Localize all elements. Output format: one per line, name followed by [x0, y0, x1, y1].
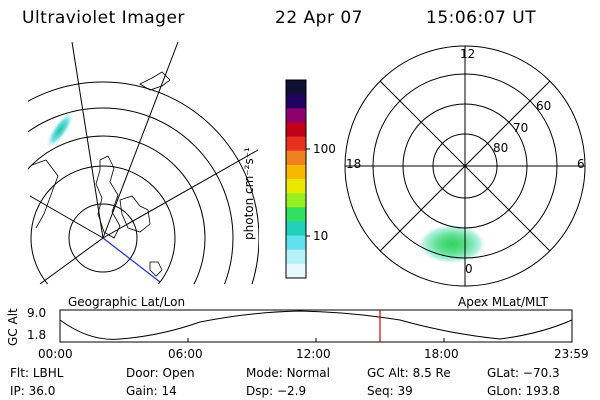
colorbar-segment [286, 221, 306, 237]
time-tick-0000: 00:00 [38, 347, 73, 361]
time-label: 15:06:07 UT [426, 8, 537, 28]
mlt-polar-plot [344, 45, 586, 287]
altitude-curve [59, 310, 573, 340]
colorbar-segment [286, 249, 306, 265]
altitude-tick-max: 9.0 [27, 306, 47, 320]
colorbar-segment [286, 150, 306, 166]
coastline-landmass [95, 155, 121, 239]
mlt-label-dawn: 6 [577, 157, 585, 171]
altitude-plot-frame [59, 309, 573, 343]
info-door: Door: Open [126, 366, 195, 380]
coastline-west [31, 159, 59, 229]
info-glon: GLon: 193.8 [487, 384, 560, 398]
time-ticks [187, 338, 445, 342]
coastline-islet [149, 261, 163, 277]
mlt-spokes [345, 46, 585, 286]
altitude-tick-min: 1.8 [27, 328, 47, 342]
colorbar-segment [286, 207, 306, 222]
colorbar-segment [286, 164, 306, 180]
aurora-blob-geographic [46, 111, 74, 149]
geographic-caption: Geographic Lat/Lon [68, 295, 186, 309]
mlt-label-midnight: 0 [465, 262, 473, 276]
longitude-lines [29, 41, 259, 284]
colorbar-tick-100: 100 [313, 142, 336, 156]
colorbar-tick-10: 10 [313, 229, 329, 243]
info-gc-alt: GC Alt: 8.5 Re [367, 366, 451, 380]
colorbar-segment [286, 235, 306, 251]
colorbar-unit-label: photon cm⁻²s⁻¹ [242, 147, 256, 240]
coastline-north [139, 71, 171, 91]
mlat-label-60: 60 [536, 99, 552, 113]
time-tick-0600: 06:00 [168, 347, 203, 361]
info-seq: Seq: 39 [367, 384, 413, 398]
colorbar [286, 80, 306, 279]
colorbar-segment [286, 80, 306, 95]
time-tick-1200: 12:00 [296, 347, 331, 361]
instrument-title: Ultraviolet Imager [22, 8, 185, 28]
colorbar-segment [286, 179, 306, 194]
info-ip: IP: 36.0 [10, 384, 56, 398]
mlat-label-70: 70 [513, 121, 529, 135]
colorbar-segment [286, 136, 306, 152]
aurora-blob-mlt [418, 224, 486, 264]
info-gain: Gain: 14 [126, 384, 177, 398]
date-label: 22 Apr 07 [275, 8, 363, 28]
altitude-strip [59, 309, 573, 343]
mlt-label-noon: 12 [460, 47, 476, 61]
mlt-label-dusk: 18 [346, 157, 362, 171]
colorbar-segment [286, 122, 306, 138]
colorbar-frame [285, 79, 307, 279]
apex-caption: Apex MLat/MLT [458, 295, 548, 309]
info-dsp: Dsp: −2.9 [246, 384, 307, 398]
coastline-island [119, 195, 151, 233]
info-glat: GLat: −70.3 [487, 366, 560, 380]
time-tick-1800: 18:00 [424, 347, 459, 361]
colorbar-segment [286, 193, 306, 208]
info-filter: Flt: LBHL [10, 366, 64, 380]
colorbar-segment [286, 263, 306, 279]
time-tick-2359: 23:59 [554, 347, 589, 361]
colorbar-segment [286, 94, 306, 109]
altitude-axis-label: GC Alt [6, 308, 20, 346]
satellite-track [102, 237, 161, 283]
mlat-label-80: 80 [493, 141, 509, 155]
info-mode: Mode: Normal [246, 366, 330, 380]
colorbar-segment [286, 108, 306, 123]
